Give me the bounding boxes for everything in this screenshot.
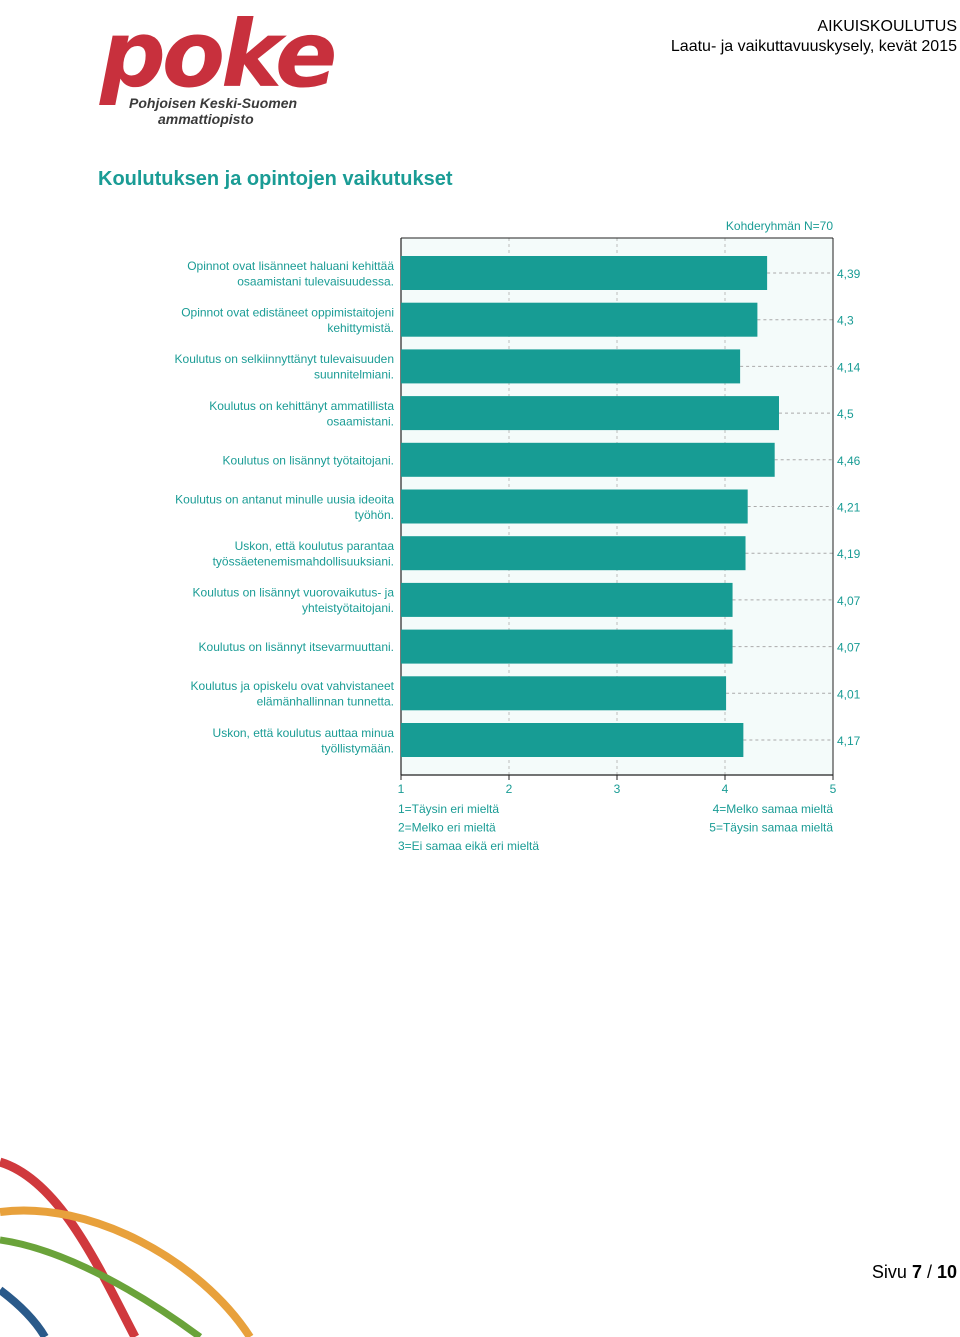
header-subtitle: Laatu- ja vaikuttavuuskysely, kevät 2015 [670,38,957,55]
survey-bar-chart: Kohderyhmän N=70 4,39 Opinnot ovat lisänne… [175,219,861,853]
page-number-separator: / [921,1262,937,1282]
page-title: Koulutuksen ja opintojen vaikutukset [98,168,453,190]
page-number-current: 7 [911,1262,922,1282]
scale-legend-item: 1=Täysin eri mieltä [398,802,499,816]
category-label: Koulutus on antanut minulle uusia ideoit… [175,492,394,522]
data-label: 4,19 [837,547,861,561]
data-label: 4,21 [837,501,861,515]
poke-logo: poke Pohjoisen Keski-Suomen ammattiopist… [95,5,337,135]
data-label: 4,17 [837,734,861,748]
x-tick-label: 3 [614,782,621,796]
page-number: Sivu 7 / 10 [872,1262,957,1283]
category-label: Opinnot ovat edistäneet oppimistaitojeni… [181,305,394,335]
data-label: 4,14 [837,360,861,374]
category-label: Koulutus on lisännyt itsevarmuuttani. [199,640,394,654]
x-tick-label: 2 [506,782,513,796]
scale-legend-item: 3=Ei samaa eikä eri mieltä [398,839,539,853]
document-header: AIKUISKOULUTUS Laatu- ja vaikuttavuuskys… [671,17,957,57]
category-label: Koulutus on selkiinnyttänyt tulevaisuude… [175,352,394,382]
category-label: Opinnot ovat lisänneet haluani kehittää o… [187,259,394,289]
x-tick-label: 5 [830,782,837,796]
category-label: Uskon, että koulutus auttaa minua työllis… [213,726,395,756]
data-label: 4,46 [837,454,861,468]
logo-subtitle-line1: Pohjoisen Keski-Suomen [129,95,298,111]
series-label: Kohderyhmän N=70 [726,219,833,233]
bar [401,442,775,477]
page-number-prefix: Sivu [871,1262,912,1282]
scale-legend-item: 2=Melko eri mieltä [398,821,496,835]
bar [401,582,733,617]
category-label: Koulutus on lisännyt työtaitojani. [223,453,394,467]
category-label: Koulutus on lisännyt vuorovaikutus- ja yh… [193,586,395,616]
decorative-ribbons [0,1157,254,1337]
data-label: 4,39 [837,267,861,281]
bar [401,723,744,757]
data-label: 4,07 [837,641,861,655]
x-tick-label: 1 [398,782,405,796]
bar [401,489,748,524]
bar [401,629,733,664]
data-label: 4,07 [837,594,861,608]
data-label: 4,3 [837,314,854,328]
logo-subtitle-line2: ammattiopisto [158,111,254,127]
bar [401,396,779,431]
logo-wordmark: poke [100,1,337,108]
scale-legend-item: 4=Melko samaa mieltä [713,802,834,816]
bar [401,536,746,571]
bar [401,256,768,290]
x-tick-label: 4 [722,782,729,796]
scale-legend-item: 5=Täysin samaa mieltä [709,821,833,835]
data-label: 4,01 [837,687,861,701]
bar [401,676,727,711]
category-label: Uskon, että koulutus parantaa työssäetene… [213,539,395,569]
data-label: 4,5 [837,407,854,421]
category-label: Koulutus ja opiskelu ovat vahvistaneet el… [191,679,395,709]
header-title: AIKUISKOULUTUS [817,18,957,35]
bar [401,349,741,384]
bar [401,302,758,337]
page-number-total: 10 [936,1262,957,1282]
category-label: Koulutus on kehittänyt ammatillista osaam… [209,399,394,429]
